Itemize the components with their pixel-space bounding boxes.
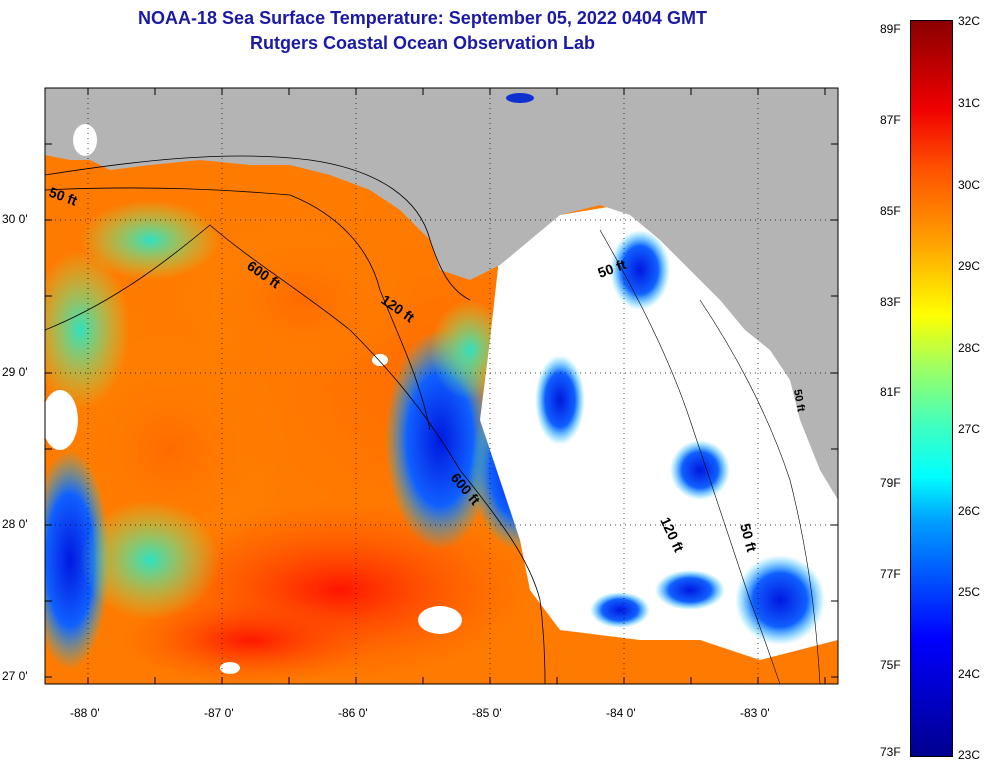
colorbar-f-label: 83F (880, 295, 901, 309)
lat-label: 28 0' (2, 517, 28, 531)
contour-120ft (45, 187, 431, 431)
colorbar-c-label: 26C (958, 504, 981, 518)
cloud-cover (480, 205, 838, 660)
contour-label: 50 ft (791, 388, 807, 413)
land-mass (45, 88, 838, 500)
colorbar-c-label: 30C (958, 178, 981, 192)
lat-label: 30 0' (2, 212, 28, 226)
colorbar-f-label: 73F (880, 745, 901, 759)
colorbar-c-label: 27C (958, 422, 981, 436)
colorbar-c-label: 23C (958, 748, 981, 762)
lat-label: 27 0' (2, 669, 28, 683)
map-title: NOAA-18 Sea Surface Temperature: Septemb… (138, 8, 707, 28)
colorbar-f-label: 75F (880, 658, 901, 672)
lon-label: -83 0' (740, 706, 770, 720)
colorbar-f-label: 79F (880, 476, 901, 490)
map-frame (44, 87, 839, 685)
colorbar-c-label: 32C (958, 14, 981, 28)
colorbar-f-label: 77F (880, 567, 901, 581)
colorbar-c-label: 28C (958, 341, 981, 355)
map-subtitle: Rutgers Coastal Ocean Observation Lab (249, 33, 596, 53)
lon-label: -86 0' (338, 706, 368, 720)
lon-label: -87 0' (204, 706, 234, 720)
lat-label: 29 0' (2, 365, 28, 379)
contour-east-50ft (699, 299, 821, 684)
contour-label: 50 ft (737, 522, 760, 554)
lon-label: -84 0' (606, 706, 636, 720)
colorbar-c-label: 29C (958, 259, 981, 273)
contour-east-120ft (599, 229, 781, 684)
colorbar-c-label: 31C (958, 96, 981, 110)
colorbar-c-label: 24C (958, 667, 981, 681)
colorbar-f-label: 89F (880, 22, 901, 36)
lon-label: -88 0' (70, 706, 100, 720)
colorbar-f-label: 87F (880, 113, 901, 127)
colorbar-c-label: 25C (958, 585, 981, 599)
lon-label: -85 0' (472, 706, 502, 720)
colorbar-f-label: 85F (880, 204, 901, 218)
contour-50ft (45, 155, 471, 301)
colorbar-f-label: 81F (880, 385, 901, 399)
contour-600ft (45, 224, 546, 684)
temperature-colorbar (910, 20, 953, 757)
